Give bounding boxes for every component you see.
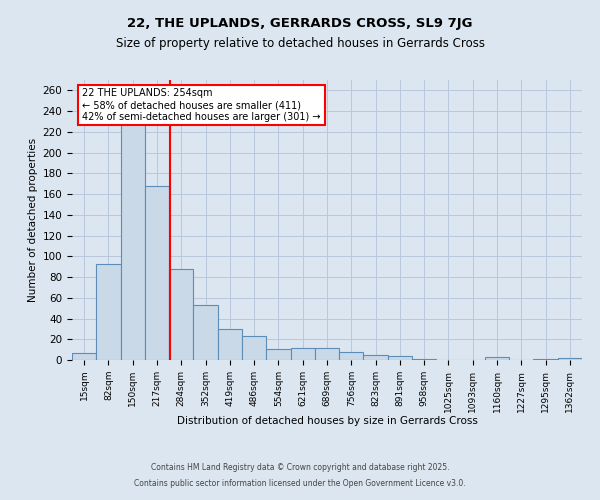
Bar (169, 268, 193, 360)
Bar (533, 359, 558, 360)
Bar (558, 358, 582, 360)
Bar (193, 305, 218, 360)
Bar (290, 348, 315, 360)
Bar (145, 186, 169, 360)
Bar (218, 329, 242, 360)
Bar (388, 356, 412, 360)
Bar (266, 348, 290, 360)
Y-axis label: Number of detached properties: Number of detached properties (28, 138, 38, 302)
Bar (339, 352, 364, 360)
Text: 22, THE UPLANDS, GERRARDS CROSS, SL9 7JG: 22, THE UPLANDS, GERRARDS CROSS, SL9 7JG (127, 18, 473, 30)
Text: Contains HM Land Registry data © Crown copyright and database right 2025.: Contains HM Land Registry data © Crown c… (151, 464, 449, 472)
X-axis label: Distribution of detached houses by size in Gerrards Cross: Distribution of detached houses by size … (176, 416, 478, 426)
Bar (485, 357, 509, 360)
Bar (412, 359, 436, 360)
Text: Contains public sector information licensed under the Open Government Licence v3: Contains public sector information licen… (134, 478, 466, 488)
Bar (121, 124, 145, 360)
Bar (364, 355, 388, 360)
Text: Size of property relative to detached houses in Gerrards Cross: Size of property relative to detached ho… (115, 38, 485, 51)
Bar (72, 352, 96, 360)
Bar (242, 336, 266, 360)
Bar (96, 264, 121, 360)
Text: 22 THE UPLANDS: 254sqm
← 58% of detached houses are smaller (411)
42% of semi-de: 22 THE UPLANDS: 254sqm ← 58% of detached… (82, 88, 320, 122)
Bar (315, 348, 339, 360)
